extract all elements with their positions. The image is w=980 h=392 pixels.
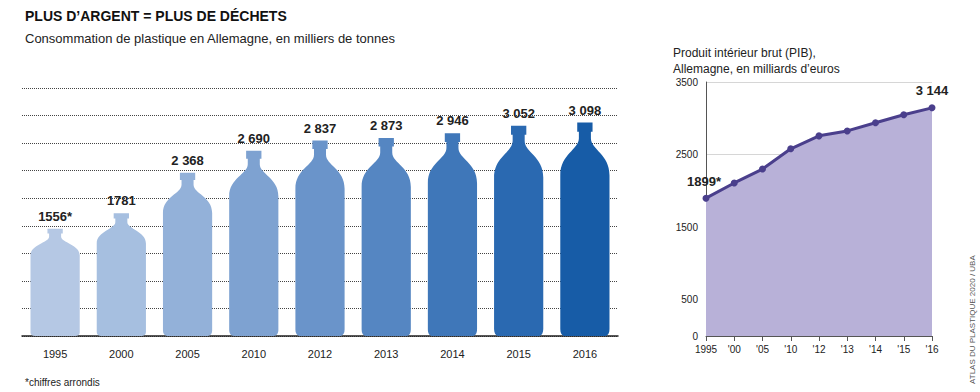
svg-text:*chiffres arrondis: *chiffres arrondis [25,377,100,388]
svg-text:2 946: 2 946 [436,113,469,128]
svg-text:2012: 2012 [308,348,332,360]
svg-text:500: 500 [681,294,698,305]
svg-text:2015: 2015 [506,348,530,360]
svg-text:1556*: 1556* [38,209,73,224]
svg-text:3 052: 3 052 [502,106,535,121]
svg-text:'12: '12 [812,344,825,355]
svg-text:3500: 3500 [676,77,699,88]
svg-text:2013: 2013 [374,348,398,360]
svg-text:ATLAS DU PLASTIQUE 2020 / UBA: ATLAS DU PLASTIQUE 2020 / UBA [968,255,977,384]
svg-text:Produit intérieur brut (PIB),: Produit intérieur brut (PIB), [673,46,816,60]
svg-text:2016: 2016 [573,348,597,360]
svg-text:1995: 1995 [695,344,718,355]
svg-text:2014: 2014 [440,348,464,360]
svg-text:1781: 1781 [107,193,136,208]
svg-text:1995: 1995 [43,348,67,360]
svg-text:'15: '15 [897,344,910,355]
svg-text:3 098: 3 098 [569,103,602,118]
svg-text:2 690: 2 690 [238,131,271,146]
svg-text:'16: '16 [925,344,938,355]
svg-text:3 144: 3 144 [916,83,949,98]
svg-text:1500: 1500 [676,222,699,233]
svg-text:'05: '05 [756,344,769,355]
svg-text:2005: 2005 [175,348,199,360]
svg-text:2 368: 2 368 [171,153,204,168]
svg-text:'14: '14 [869,344,882,355]
svg-text:'00: '00 [728,344,741,355]
svg-text:PLUS D’ARGENT = PLUS DE DÉCHET: PLUS D’ARGENT = PLUS DE DÉCHETS [25,8,287,24]
svg-text:2 837: 2 837 [304,121,337,136]
svg-text:Consommation de plastique en A: Consommation de plastique en Allemagne, … [25,31,395,46]
svg-text:Allemagne, en milliards d’euro: Allemagne, en milliards d’euros [673,62,840,76]
svg-text:'10: '10 [784,344,797,355]
svg-text:2010: 2010 [242,348,266,360]
svg-text:'13: '13 [841,344,854,355]
svg-text:1899*: 1899* [687,174,722,189]
svg-text:2000: 2000 [109,348,133,360]
svg-text:2 873: 2 873 [370,118,403,133]
svg-text:0: 0 [692,331,698,342]
svg-text:2500: 2500 [676,149,699,160]
